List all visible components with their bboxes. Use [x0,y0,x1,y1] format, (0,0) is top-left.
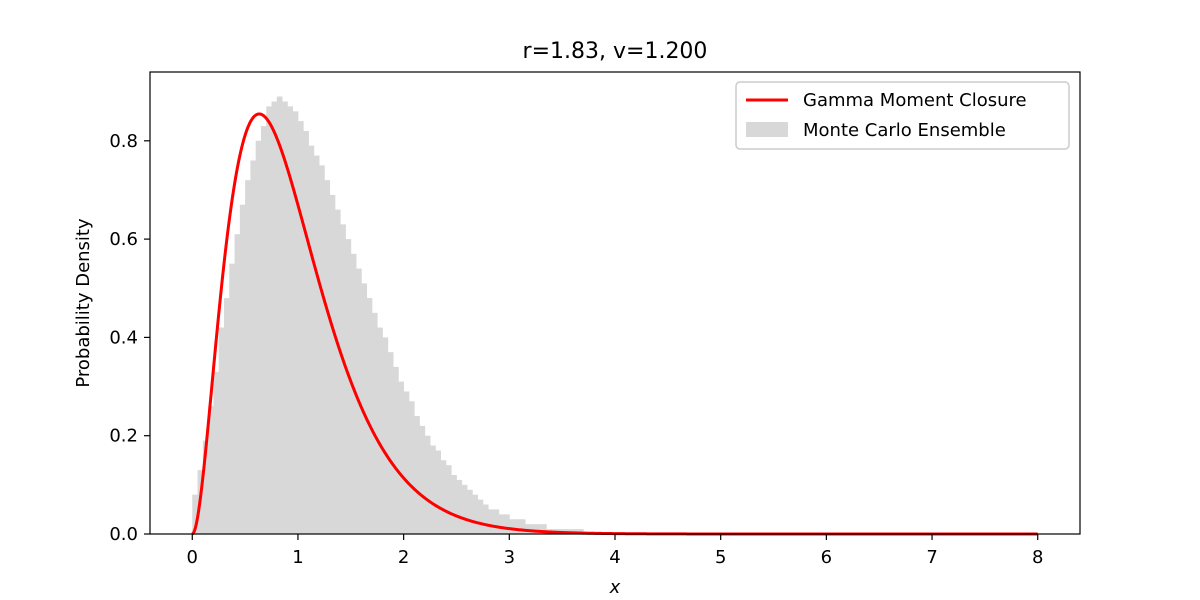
legend-box [735,81,1070,150]
y-tick-label: 0.0 [109,524,138,545]
histogram-bar [541,524,547,534]
histogram-bar [260,126,267,534]
x-tick-label: 7 [926,547,937,568]
histogram-bar [509,519,515,534]
histogram-bar [440,460,447,534]
histogram-bar [202,440,209,534]
histogram-bar [350,253,357,534]
y-tick-label: 0.6 [109,229,138,250]
legend: Gamma Moment Closure Monte Carlo Ensembl… [735,81,1070,150]
histogram-bar [366,298,373,534]
histogram-bar [451,475,457,534]
x-tick-label: 1 [292,547,303,568]
histogram-bar [334,209,341,534]
histogram-bar [408,401,415,534]
histogram-bar [472,494,479,534]
histogram-bar [461,484,468,534]
histogram-bar [482,504,489,534]
histogram-bar [292,111,299,534]
legend-hist-swatch [746,122,788,137]
histogram-bar [229,263,235,534]
histogram-bar [255,140,262,534]
histogram-bar [324,180,331,534]
x-tick-label: 8 [1032,547,1043,568]
x-tick-label: 0 [187,547,198,568]
histogram-bar [393,366,399,534]
histogram-bar [234,234,241,534]
histogram-bar [382,337,389,534]
histogram-bar [213,371,220,534]
x-tick-label: 5 [715,547,726,568]
histogram-bar [419,425,426,534]
histogram-bar [371,312,378,534]
histogram-bar [276,96,283,534]
histogram-bar [519,519,526,534]
histogram-bar [467,489,473,534]
histogram-bar [313,155,320,535]
histogram-bar [435,450,442,534]
histogram-bar [319,165,325,534]
histogram-bar [535,524,542,534]
histogram-bar [424,435,431,534]
chart-title: r=1.83, v=1.200 [523,39,708,64]
histogram-bar [287,106,294,535]
x-tick-label: 2 [398,547,409,568]
y-tick-label: 0.2 [109,426,138,447]
histogram-bar [329,194,336,534]
x-tick-label: 6 [821,547,832,568]
histogram-bar [398,381,405,534]
histogram-bar [245,180,251,534]
x-axis-label: x [609,577,621,598]
histogram-bar [239,204,246,534]
histogram-bar [271,101,278,535]
histogram-bar [430,445,436,534]
histogram-bar [282,101,288,535]
histogram-bar [345,239,352,535]
histogram-bar [514,519,521,534]
histogram-bar [208,406,214,534]
histogram-bar [223,298,230,534]
histogram-bar [445,465,452,534]
histogram-bar [403,391,410,534]
histogram-bar [377,327,383,534]
histogram-bar [387,352,394,534]
histogram-bar [340,224,346,535]
x-tick-label: 4 [609,547,620,568]
histogram-bar [250,160,257,534]
histogram-bar [493,509,500,534]
histogram-bar [488,509,494,534]
histogram-bar [530,524,537,534]
plot-area: 0 1 2 3 4 5 6 7 8 0.0 0.2 0.4 0.6 0.8 [109,71,1081,568]
histogram-bar [504,514,510,534]
histogram-bar [578,529,584,534]
histogram-bar [218,327,225,534]
legend-label-gamma: Gamma Moment Closure [803,90,1027,111]
histogram-bar [303,130,309,535]
histogram-bar [498,514,505,534]
histogram-bar [456,479,463,534]
y-axis-label: Probability Density [73,218,94,388]
histogram-bar [192,494,198,534]
y-tick-label: 0.8 [109,131,138,152]
histogram-bar [308,145,315,534]
y-tick-label: 0.4 [109,327,138,348]
histogram-bar [477,499,484,534]
histogram-bar [297,121,304,535]
histogram-bar [414,416,420,534]
legend-label-monte-carlo: Monte Carlo Ensemble [803,120,1006,141]
histogram-bar [361,283,368,534]
x-tick-label: 3 [504,547,515,568]
histogram-bar [266,106,272,535]
